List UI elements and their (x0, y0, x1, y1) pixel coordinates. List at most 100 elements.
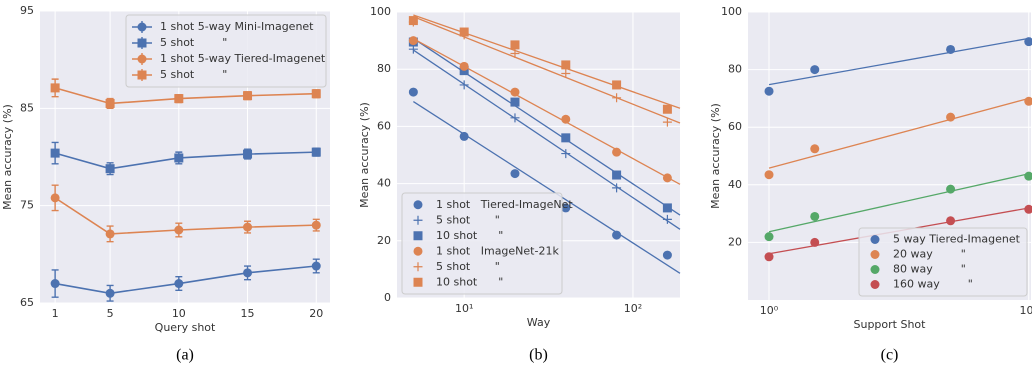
marker (1024, 96, 1032, 106)
legend-label: 5 shot " (160, 36, 227, 49)
marker (561, 203, 571, 213)
marker (510, 97, 520, 107)
marker (137, 70, 147, 80)
fit-line (768, 97, 1032, 169)
y-tick-label: 85 (20, 101, 34, 114)
legend-label: 10 shot " (436, 229, 503, 242)
x-tick-label: 1 (52, 307, 59, 320)
marker (561, 60, 571, 70)
marker (311, 220, 321, 230)
marker (408, 36, 418, 46)
legend-label: 1 shot 5-way Mini-Imagenet (160, 20, 314, 33)
legend-label: 160 way " (893, 278, 973, 291)
fit-line (413, 14, 681, 109)
fit-line (413, 38, 681, 185)
marker (764, 252, 774, 262)
x-axis-label: Query shot (155, 321, 216, 334)
y-tick-label: 20 (377, 234, 391, 247)
marker (561, 68, 571, 78)
caption: (c) (881, 347, 899, 364)
marker (612, 80, 622, 90)
marker (459, 27, 469, 37)
marker (311, 89, 321, 99)
marker (764, 86, 774, 96)
marker (413, 231, 423, 241)
legend-label: 5 shot " (160, 68, 227, 81)
marker (243, 268, 253, 278)
marker (243, 91, 253, 101)
marker (946, 184, 956, 194)
marker (870, 280, 880, 289)
legend-label: 5 shot " (436, 260, 500, 273)
marker (137, 22, 147, 32)
x-axis-label: Support Shot (854, 318, 927, 331)
marker (311, 147, 321, 157)
x-tick-label: 10² (624, 302, 642, 315)
marker (413, 277, 423, 287)
marker (413, 262, 423, 272)
y-tick-label: 95 (20, 4, 34, 17)
marker (50, 148, 60, 158)
marker (105, 164, 115, 174)
marker (311, 261, 321, 271)
marker (561, 149, 571, 159)
marker (662, 104, 672, 114)
marker (243, 149, 253, 159)
marker (612, 230, 622, 240)
x-tick-label: 10⁰ (760, 304, 779, 317)
x-axis-label: Way (527, 316, 551, 329)
marker (662, 214, 672, 224)
y-axis-label: Mean accuracy (%) (709, 103, 722, 209)
x-tick-label: 15 (241, 307, 255, 320)
marker (662, 117, 672, 127)
y-tick-label: 100 (370, 5, 391, 18)
marker (662, 173, 672, 183)
subplot: 20 40 60 80 100 10⁰ 10¹ Support Shot Mean accura… (709, 5, 1032, 364)
fit-line (412, 49, 681, 230)
legend-label: 5 shot " (436, 213, 500, 226)
marker (510, 40, 520, 50)
legend-label: 10 shot " (436, 275, 503, 288)
marker (174, 94, 184, 104)
marker (174, 279, 184, 289)
marker (137, 38, 147, 48)
y-tick-label: 60 (377, 119, 391, 132)
subplot: 0 20 40 60 80 100 10¹ 10² Way Mean accuracy (%) (b… (358, 5, 681, 364)
marker (764, 170, 774, 180)
legend-label: 5 way Tiered-Imagenet (893, 233, 1021, 246)
marker (561, 114, 571, 124)
marker (810, 144, 820, 154)
legend-box (401, 192, 563, 295)
y-axis-label: Mean accuracy (%) (358, 102, 371, 208)
legend-box (125, 14, 327, 88)
x-tick-label: 20 (309, 307, 323, 320)
x-tick-label: 5 (107, 307, 114, 320)
marker (510, 87, 520, 97)
x-tick-label: 10¹ (455, 302, 473, 315)
marker (105, 288, 115, 298)
marker (946, 216, 956, 226)
y-tick-label: 20 (728, 235, 742, 248)
marker (612, 170, 622, 180)
legend-box (858, 227, 1028, 297)
marker (105, 229, 115, 239)
fit-line (413, 100, 681, 274)
marker (946, 112, 956, 122)
marker (408, 16, 418, 26)
marker (413, 246, 423, 256)
y-tick-label: 0 (384, 291, 391, 304)
marker (1024, 171, 1032, 181)
marker (510, 113, 520, 123)
marker (764, 232, 774, 242)
legend-label: 20 way " (893, 248, 966, 261)
marker (612, 147, 622, 157)
marker (174, 153, 184, 163)
marker (50, 83, 60, 93)
fit-line (412, 37, 681, 216)
marker (561, 133, 571, 143)
marker (612, 183, 622, 193)
y-axis-label: Mean accuracy (%) (1, 104, 14, 210)
y-tick-label: 80 (728, 63, 742, 76)
